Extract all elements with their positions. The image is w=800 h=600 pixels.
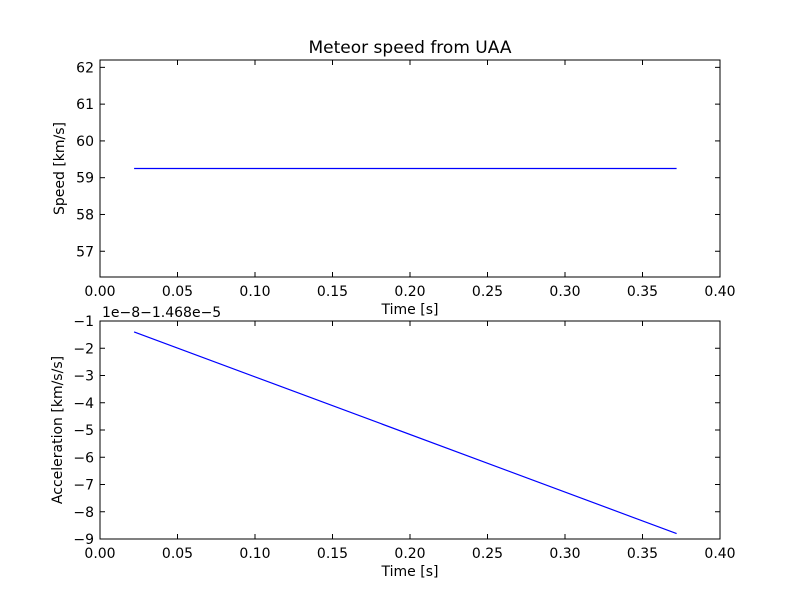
y-tick-label: −5 [73,423,94,439]
x-ticks: 0.00 0.05 0.10 0.15 0.20 0.25 0.30 0.35 0.40 [84,60,736,300]
x-tick-label: 0.00 [84,546,115,562]
y-tick-label: 58 [76,207,94,223]
x-tick-label: 0.30 [549,284,580,300]
x-tick-label: 0.25 [472,284,503,300]
x-axis-label: Time [s] [381,564,439,580]
x-tick-label: 0.35 [627,546,658,562]
x-tick-label: 0.25 [472,546,503,562]
x-tick-label: 0.00 [84,284,115,300]
x-tick-label: 0.40 [704,546,735,562]
x-tick-label: 0.40 [704,284,735,300]
x-tick-label: 0.10 [239,546,270,562]
y-tick-label: −6 [73,450,94,466]
y-tick-label: 61 [76,97,94,113]
y-tick-label: −4 [73,396,94,412]
series-line [133,331,677,535]
x-tick-label: 0.05 [162,284,193,300]
x-tick-label: 0.35 [627,284,658,300]
y-tick-label: 60 [76,134,94,150]
y-axis-label: Acceleration [km/s/s] [50,356,66,504]
x-axis-label: Time [s] [381,302,439,318]
x-ticks: 0.00 0.05 0.10 0.15 0.20 0.25 0.30 0.35 0.40 [84,321,736,562]
y-tick-label: −3 [73,369,94,385]
y-tick-label: −1 [73,314,94,330]
y-tick-label: 57 [76,244,94,260]
y-ticks: −9 −8 −7 −6 −5 −4 −3 −2 −1 [73,314,720,548]
y-axis-label: Speed [km/s] [52,122,68,215]
data-lines [133,331,677,535]
x-tick-label: 0.30 [549,546,580,562]
x-tick-label: 0.05 [162,546,193,562]
y-ticks: 57 58 59 60 61 62 [76,60,720,260]
y-tick-label: −2 [73,341,94,357]
x-tick-label: 0.20 [394,546,425,562]
x-tick-label: 0.15 [317,284,348,300]
chart-title: Meteor speed from UAA [309,38,512,58]
x-tick-label: 0.20 [394,284,425,300]
acceleration-chart: 1e−8−1.468e−5 −9−8−7−6−5−4−3−2−1 0.00 0.0… [50,305,736,580]
y-tick-label: 62 [76,60,94,76]
x-tick-label: 0.15 [317,546,348,562]
y-tick-label: −9 [73,532,94,548]
y-tick-label: −8 [73,505,94,521]
y-tick-label: 59 [76,171,94,187]
x-tick-label: 0.10 [239,284,270,300]
axis-offset-label: 1e−8−1.468e−5 [102,305,221,321]
y-tick-label: −7 [73,478,94,494]
